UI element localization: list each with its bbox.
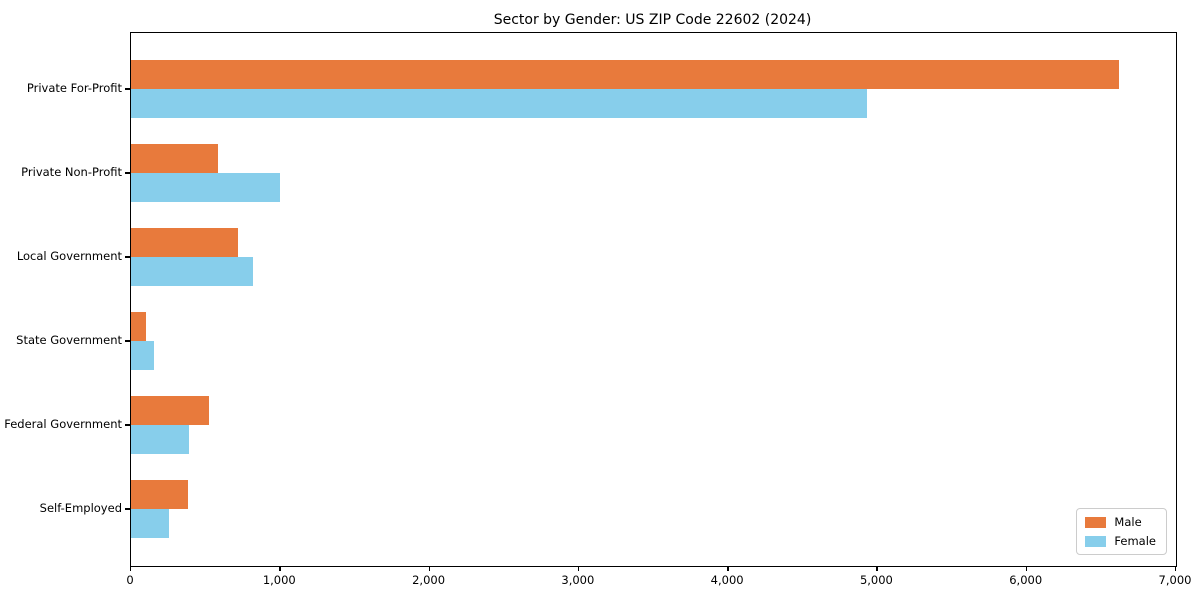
x-tick-label-3: 3,000: [561, 573, 595, 587]
category-label-0: Private For-Profit: [26, 81, 122, 96]
bar-male-5: [131, 480, 188, 510]
chart-title: Sector by Gender: US ZIP Code 22602 (202…: [493, 12, 812, 28]
category-label-4: Federal Government: [4, 417, 122, 432]
y-tick-2: [125, 256, 130, 258]
x-tick-label-5: 5,000: [859, 573, 893, 587]
category-label-5: Self-Employed: [39, 501, 122, 516]
x-tick-4: [727, 566, 729, 571]
bar-male-3: [131, 312, 146, 342]
x-tick-label-7: 7,000: [1158, 573, 1192, 587]
y-tick-3: [125, 340, 130, 342]
bar-female-4: [131, 425, 190, 455]
x-tick-label-6: 6,000: [1009, 573, 1043, 587]
male-color-swatch: [1085, 516, 1107, 528]
legend-label-female: Female: [1114, 534, 1156, 548]
plot-area: Male Female: [130, 32, 1177, 567]
bar-male-0: [131, 60, 1120, 90]
x-tick-5: [876, 566, 878, 571]
category-label-2: Local Government: [16, 249, 122, 264]
bar-female-0: [131, 89, 867, 119]
y-tick-1: [125, 172, 130, 174]
x-tick-3: [577, 566, 580, 571]
bar-male-4: [131, 396, 209, 426]
x-tick-1: [279, 566, 281, 571]
female-color-swatch: [1085, 535, 1107, 547]
x-tick-7: [1175, 566, 1177, 571]
legend-item-male: Male: [1085, 515, 1156, 529]
x-tick-0: [130, 566, 132, 571]
bar-female-1: [131, 173, 281, 203]
y-tick-4: [125, 424, 130, 426]
x-tick-label-2: 2,000: [412, 573, 446, 587]
bar-male-1: [131, 144, 218, 174]
legend: Male Female: [1076, 508, 1167, 555]
bar-female-2: [131, 257, 254, 287]
x-tick-2: [428, 566, 430, 571]
x-tick-label-4: 4,000: [710, 573, 744, 587]
bar-male-2: [131, 228, 239, 258]
bar-female-5: [131, 509, 170, 539]
x-tick-label-0: 0: [126, 573, 134, 587]
bar-female-3: [131, 341, 155, 371]
legend-item-female: Female: [1085, 534, 1156, 548]
y-tick-5: [125, 508, 130, 510]
category-label-3: State Government: [16, 333, 122, 348]
x-tick-label-1: 1,000: [262, 573, 296, 587]
legend-label-male: Male: [1114, 515, 1142, 529]
category-label-1: Private Non-Profit: [21, 165, 122, 180]
x-tick-6: [1025, 566, 1028, 571]
y-tick-0: [125, 88, 130, 90]
